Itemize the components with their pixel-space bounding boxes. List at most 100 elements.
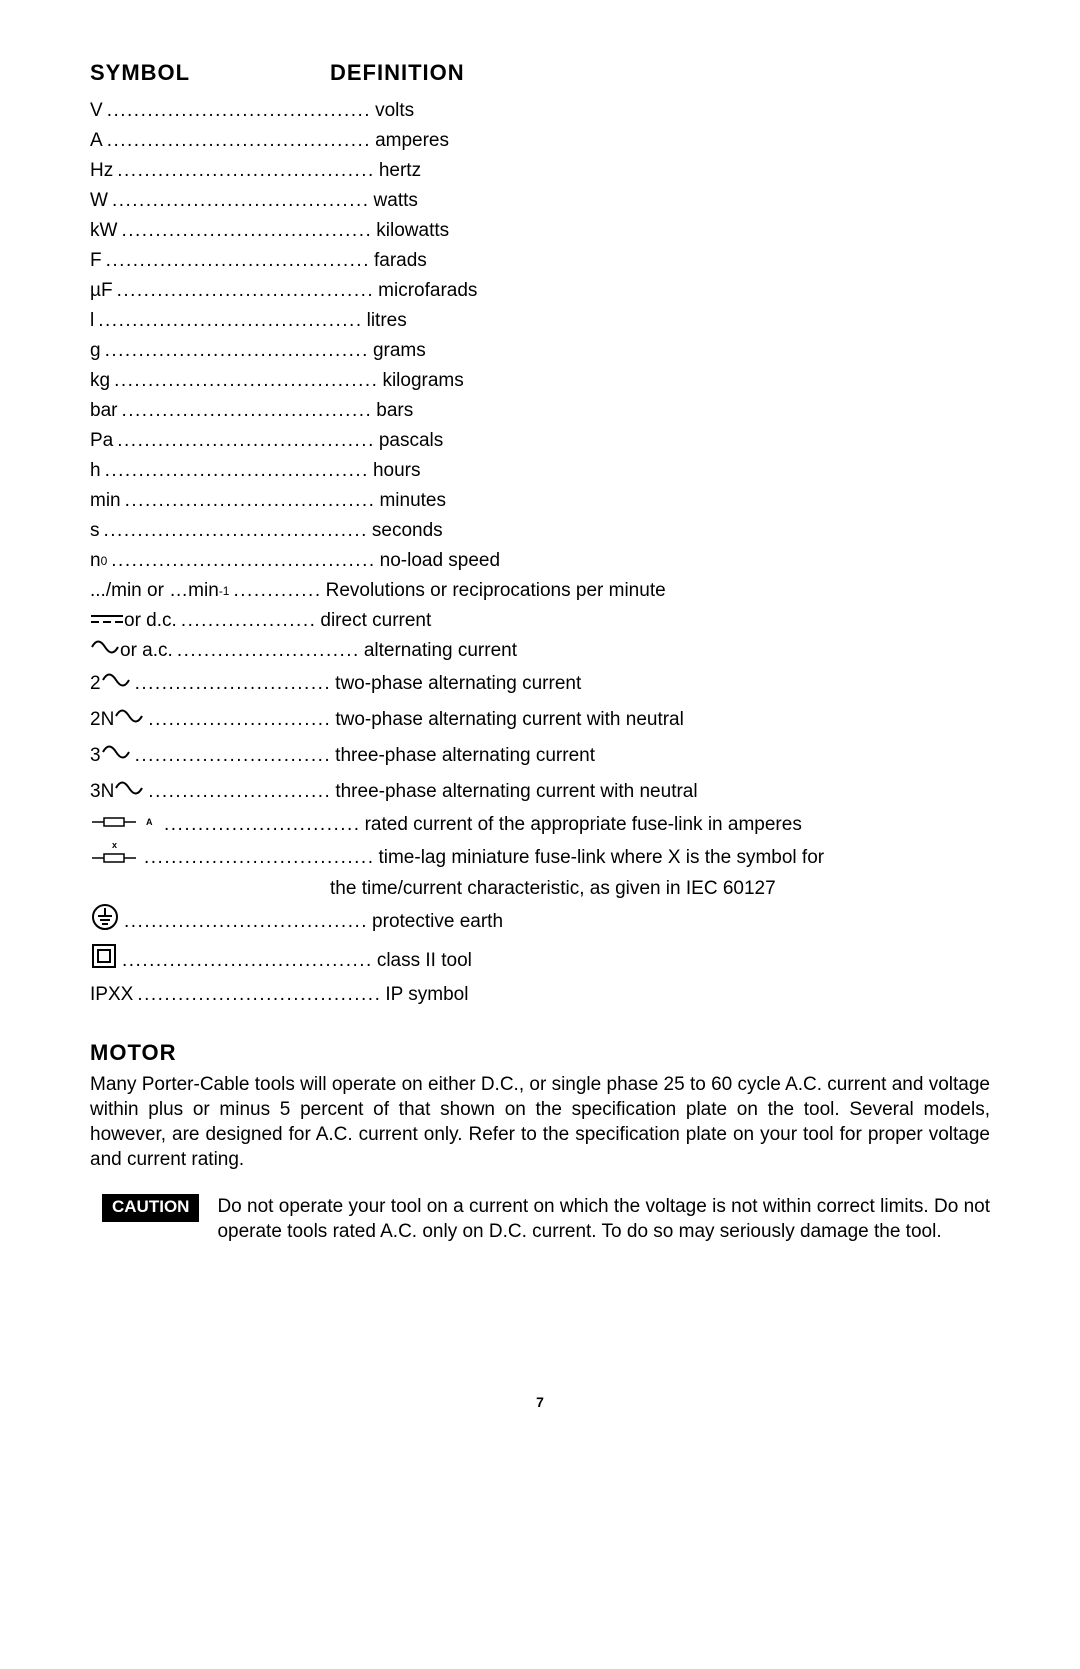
- leader-dots: .......................................: [110, 366, 382, 396]
- leader-dots: .....................................: [117, 396, 376, 426]
- def-row: W ......................................…: [90, 186, 990, 216]
- definition-text: kilograms: [382, 366, 463, 396]
- def-row: .................................... pro…: [90, 902, 990, 942]
- symbol-text: kW: [90, 216, 117, 246]
- symbol-text: A: [90, 126, 103, 156]
- svg-text:A: A: [146, 817, 153, 827]
- ac-sine-icon: [101, 669, 131, 699]
- leader-dots: .....................................: [118, 946, 377, 976]
- def-row: Pa .....................................…: [90, 426, 990, 456]
- def-row: A ......................................…: [90, 126, 990, 156]
- symbol-text: g: [90, 336, 101, 366]
- symbol-text: [90, 902, 120, 942]
- definition-text: grams: [373, 336, 426, 366]
- def-row: 2 ............................. two-phas…: [90, 666, 990, 702]
- symbol-prefix: .../min or …min: [90, 576, 219, 606]
- symbol-suffix: or d.c.: [124, 606, 177, 636]
- leader-dots: .......................................: [101, 456, 373, 486]
- definition-text: seconds: [372, 516, 443, 546]
- definition-text: kilowatts: [376, 216, 449, 246]
- leader-dots: .......................................: [103, 96, 375, 126]
- symbol-text: min: [90, 486, 121, 516]
- definition-text: Revolutions or reciprocations per minute: [326, 576, 666, 606]
- def-row: A ............................. rated cu…: [90, 810, 990, 840]
- leader-dots: .......................................: [101, 336, 373, 366]
- leader-dots: .......................................: [94, 306, 366, 336]
- symbol-prefix: 3: [90, 741, 101, 771]
- leader-dots: ....................................: [120, 907, 372, 937]
- dc-icon: [90, 606, 124, 636]
- leader-dots: ......................................: [113, 426, 379, 456]
- leader-dots: .......................................: [100, 516, 372, 546]
- def-row: g ......................................…: [90, 336, 990, 366]
- def-row: or d.c. .................... direct curr…: [90, 606, 990, 636]
- symbol-text: F: [90, 246, 102, 276]
- leader-dots: ......................................: [108, 186, 374, 216]
- caution-block: CAUTION Do not operate your tool on a cu…: [90, 1194, 990, 1244]
- def-row: bar ....................................…: [90, 396, 990, 426]
- ac-sine-icon: [114, 705, 144, 735]
- leader-dots: .......................................: [107, 546, 379, 576]
- def-row: 3 ............................. three-ph…: [90, 738, 990, 774]
- symbol-text: kg: [90, 366, 110, 396]
- ac-sine-icon: [90, 636, 120, 666]
- leader-dots: ......................................: [113, 276, 379, 306]
- definition-text: pascals: [379, 426, 443, 456]
- leader-dots: .....................................: [117, 216, 376, 246]
- def-row: 3N ........................... three-pha…: [90, 774, 990, 810]
- leader-dots: .............................: [131, 741, 336, 771]
- symbol-text: Hz: [90, 156, 113, 186]
- leader-dots: .....................................: [121, 486, 380, 516]
- header-definition: DEFINITION: [330, 60, 465, 86]
- symbol-text: 2N: [90, 705, 144, 735]
- def-row: or a.c. ........................... alte…: [90, 636, 990, 666]
- definition-text: litres: [367, 306, 407, 336]
- def-row: s ......................................…: [90, 516, 990, 546]
- fuse-a-icon: A: [90, 810, 160, 840]
- symbol-suffix: or a.c.: [120, 636, 173, 666]
- definition-text: direct current: [320, 606, 431, 636]
- leader-dots: ....................................: [133, 980, 385, 1010]
- page: SYMBOL DEFINITION V ....................…: [0, 0, 1080, 1450]
- symbol-text: or a.c.: [90, 636, 173, 666]
- symbol-text: bar: [90, 396, 117, 426]
- leader-dots: .............................: [160, 810, 365, 840]
- table-headers: SYMBOL DEFINITION: [90, 60, 990, 86]
- def-row: l ......................................…: [90, 306, 990, 336]
- leader-dots: ...........................: [144, 777, 335, 807]
- leader-dots: .......................................: [103, 126, 375, 156]
- fuse-x-icon: x: [90, 840, 140, 876]
- def-row: x .................................. tim…: [90, 840, 990, 876]
- leader-dots: ...........................: [173, 636, 364, 666]
- def-row: ..................................... cl…: [90, 942, 990, 980]
- symbol-text: .../min or …min-1: [90, 576, 229, 606]
- leader-dots: ...........................: [144, 705, 335, 735]
- motor-text: Many Porter-Cable tools will operate on …: [90, 1072, 990, 1172]
- def-row: min ....................................…: [90, 486, 990, 516]
- def-row: .../min or …min-1 ............. Revoluti…: [90, 576, 990, 606]
- definition-text: volts: [375, 96, 414, 126]
- definition-text: no-load speed: [380, 546, 500, 576]
- definition-text: two-phase alternating current with neutr…: [335, 705, 684, 735]
- definition-text: minutes: [379, 486, 446, 516]
- def-row: µF .....................................…: [90, 276, 990, 306]
- symbol-text: [90, 942, 118, 980]
- symbol-text: A: [90, 810, 160, 840]
- symbol-sup: -1: [219, 576, 230, 606]
- symbol-text: V: [90, 96, 103, 126]
- symbol-text: IPXX: [90, 980, 133, 1010]
- def-row: h ......................................…: [90, 456, 990, 486]
- def-row: Hz .....................................…: [90, 156, 990, 186]
- symbol-text: s: [90, 516, 100, 546]
- leader-dots: ....................: [177, 606, 321, 636]
- definition-text: IP symbol: [385, 980, 468, 1010]
- definition-text: farads: [374, 246, 427, 276]
- def-row: n0 .....................................…: [90, 546, 990, 576]
- def-row: kg .....................................…: [90, 366, 990, 396]
- leader-dots: .......................................: [102, 246, 374, 276]
- symbol-text: W: [90, 186, 108, 216]
- def-row: F ......................................…: [90, 246, 990, 276]
- symbol-sub: 0: [101, 546, 108, 576]
- def-row: kW .....................................…: [90, 216, 990, 246]
- definition-text: hours: [373, 456, 421, 486]
